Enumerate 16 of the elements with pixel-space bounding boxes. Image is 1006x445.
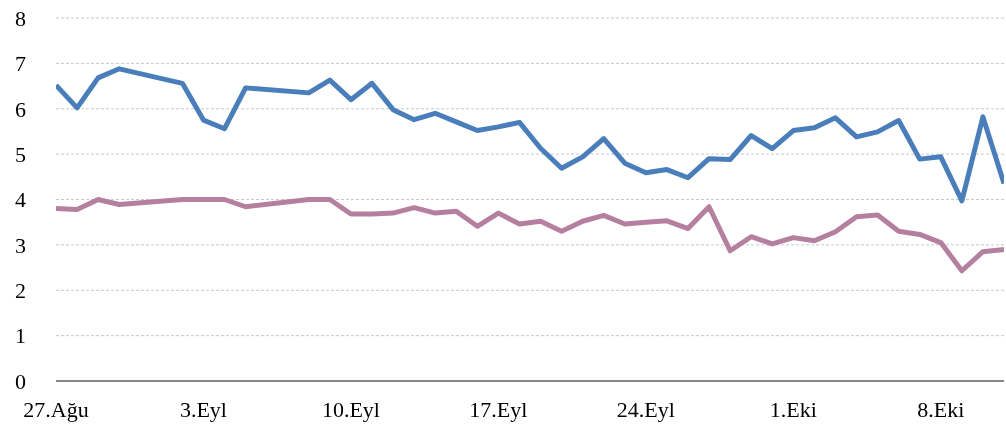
x-tick-label: 8.Eki	[917, 396, 965, 422]
x-tick-label: 1.Eki	[769, 396, 817, 422]
y-tick-label: 1	[15, 323, 26, 349]
x-tick-label: 27.Ağu	[23, 396, 89, 422]
x-tick-label: 24.Eyl	[616, 396, 675, 422]
y-tick-label: 5	[15, 141, 26, 167]
y-tick-label: 3	[15, 232, 26, 258]
y-tick-label: 8	[15, 5, 26, 31]
y-tick-label: 2	[15, 278, 26, 304]
x-tick-label: 17.Eyl	[469, 396, 528, 422]
y-tick-label: 6	[15, 96, 26, 122]
y-tick-label: 7	[15, 51, 26, 77]
x-tick-label: 3.Eyl	[179, 396, 227, 422]
x-tick-label: 10.Eyl	[321, 396, 380, 422]
y-tick-label: 4	[15, 187, 26, 213]
y-tick-label: 0	[15, 368, 26, 394]
